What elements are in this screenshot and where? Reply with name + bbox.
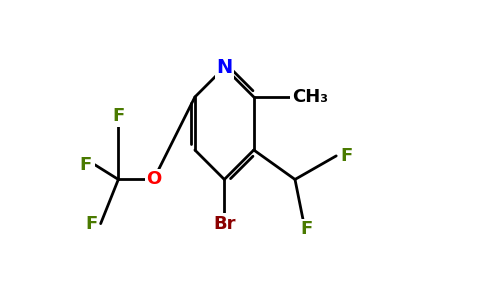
Text: F: F — [340, 147, 353, 165]
Text: F: F — [112, 107, 124, 125]
Text: CH₃: CH₃ — [292, 88, 328, 106]
Text: F: F — [301, 220, 313, 238]
Text: F: F — [80, 156, 92, 174]
Text: O: O — [146, 170, 161, 188]
Text: Br: Br — [213, 214, 236, 232]
Text: F: F — [86, 214, 98, 232]
Text: N: N — [216, 58, 232, 77]
